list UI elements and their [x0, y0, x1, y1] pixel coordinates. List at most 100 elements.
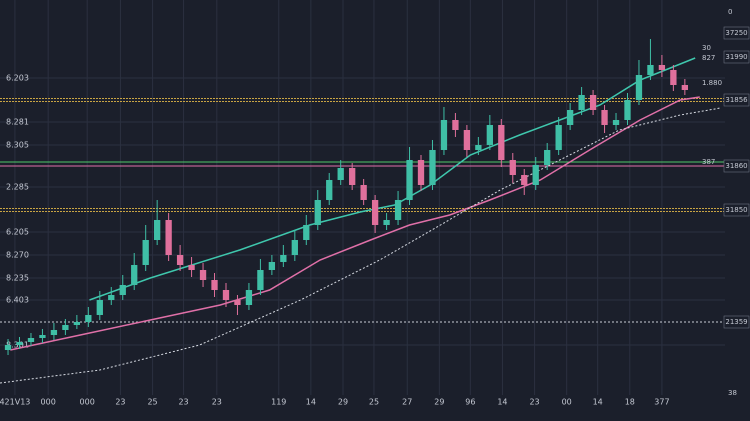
candle-body	[280, 255, 287, 262]
candle-body	[417, 160, 425, 185]
price-tag: 21359	[725, 318, 747, 326]
y-tick-label: 6.205	[6, 228, 29, 237]
candle-body	[486, 125, 493, 145]
candle-body	[27, 338, 35, 342]
y-tick-label: 8.305	[6, 141, 29, 150]
x-tick-label: 25	[147, 398, 157, 407]
candle-body	[96, 300, 103, 315]
x-tick-label: 29	[434, 398, 444, 407]
candle-body	[188, 265, 195, 270]
candle-body	[681, 85, 689, 90]
candle-body	[50, 330, 58, 335]
price-tag: 31850	[725, 206, 747, 214]
candle-body	[360, 185, 367, 200]
candle-body	[440, 120, 448, 150]
candle-body	[578, 95, 585, 110]
candle-body	[509, 160, 516, 175]
candle-body	[257, 270, 264, 290]
annotation: 0	[728, 8, 732, 16]
candle-body	[165, 220, 172, 255]
y-tick-label: 8.235	[6, 274, 29, 283]
candle-body	[245, 290, 253, 305]
candle-body	[429, 150, 436, 185]
x-tick-label: 119	[271, 398, 286, 407]
candle-body	[349, 168, 356, 185]
candle-body	[131, 265, 138, 285]
candle-body	[39, 335, 46, 338]
candle-body	[176, 255, 184, 265]
candle-body	[521, 175, 528, 185]
candle-body	[612, 120, 620, 125]
x-tick-label: 23	[178, 398, 188, 407]
candle-body	[589, 95, 597, 110]
candle-body	[73, 322, 81, 325]
candle-body	[326, 180, 333, 200]
candle-body	[601, 110, 608, 125]
candle-body	[16, 342, 23, 345]
price-tag: 31856	[725, 96, 748, 104]
candle-body	[211, 280, 218, 290]
candle-body	[199, 270, 207, 280]
candle-body	[62, 325, 69, 330]
y-tick-label: 6.203	[6, 74, 29, 83]
candle-body	[234, 300, 241, 305]
price-tag-box	[723, 315, 750, 329]
x-tick-label: 14	[497, 398, 507, 407]
x-tick-label: 23	[212, 398, 222, 407]
price-tag-box	[723, 159, 750, 173]
x-tick-label: 00	[562, 398, 572, 407]
y-tick-label: 6.403	[6, 296, 29, 305]
x-tick-label: 27	[402, 398, 412, 407]
candle-body	[394, 200, 402, 220]
candle-body	[532, 165, 539, 185]
candle-body	[85, 315, 92, 322]
x-tick-label: 377	[654, 398, 669, 407]
candle-body	[555, 125, 562, 150]
candle-body	[635, 75, 643, 100]
candle-body	[142, 240, 149, 265]
candle-body	[383, 220, 390, 225]
candle-body	[314, 200, 321, 225]
candle-body	[498, 125, 505, 160]
x-tick-label: 23	[529, 398, 539, 407]
x-tick-label: 14	[306, 398, 316, 407]
candle-body	[268, 262, 276, 270]
candle-body	[624, 100, 631, 120]
candle-body	[222, 290, 230, 300]
price-tag-box	[723, 93, 750, 107]
price-tag-box	[723, 26, 750, 40]
annotation: 827	[702, 54, 715, 62]
candle-body	[544, 150, 551, 165]
indicator-line	[10, 96, 700, 351]
candle-body	[406, 160, 413, 200]
annotation: 1.880	[702, 79, 722, 87]
price-tag: 31860	[725, 162, 747, 170]
price-tag: 37250	[725, 29, 747, 37]
y-tick-label: 8.270	[6, 251, 29, 260]
price-tag-box	[723, 50, 750, 64]
annotation: 387	[702, 158, 715, 166]
candle-body	[303, 225, 310, 240]
x-tick-label: 000	[80, 398, 95, 407]
y-tick-label: 8.281	[6, 118, 29, 127]
x-tick-label: 29	[338, 398, 348, 407]
candle-body	[658, 65, 666, 70]
candle-body	[452, 120, 459, 130]
x-tick-label: 18	[625, 398, 635, 407]
x-tick-label: 14	[593, 398, 603, 407]
candle-body	[475, 145, 482, 150]
candle-body	[337, 168, 344, 180]
indicator-line	[0, 107, 721, 384]
candle-body	[463, 130, 471, 150]
candle-body	[670, 70, 677, 85]
candle-body	[108, 295, 115, 300]
x-tick-label: 421V13	[0, 398, 30, 407]
annotation: 30	[702, 44, 711, 52]
x-tick-label: 000	[41, 398, 56, 407]
x-tick-label: 23	[115, 398, 125, 407]
candle-body	[647, 65, 654, 75]
candle-body	[4, 345, 12, 350]
x-tick-label: 96	[465, 398, 475, 407]
